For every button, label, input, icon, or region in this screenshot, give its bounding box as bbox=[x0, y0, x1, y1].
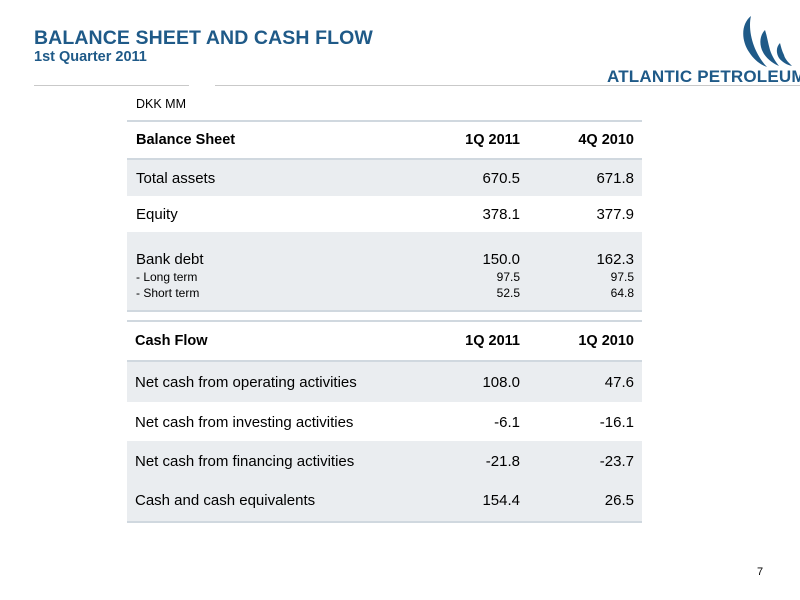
atlantic-petroleum-logo-icon bbox=[743, 16, 792, 67]
header-divider-left bbox=[34, 85, 189, 86]
table-row-bank-debt: Bank debt 150.0 162.3 - Long term 97.5 9… bbox=[127, 232, 642, 312]
sub-row-label: - Long term bbox=[136, 270, 198, 284]
table-row: Net cash from financing activities -21.8… bbox=[127, 441, 642, 521]
header-divider-right bbox=[215, 85, 800, 86]
column-header: 1Q 2011 bbox=[465, 333, 520, 349]
cell-value: 154.4 bbox=[482, 492, 520, 509]
page-subtitle: 1st Quarter 2011 bbox=[34, 49, 147, 65]
balance-sheet-table: Balance Sheet 1Q 2011 4Q 2010 Total asse… bbox=[127, 120, 642, 312]
sub-cell-value: 52.5 bbox=[496, 286, 520, 300]
cell-value: -21.8 bbox=[485, 453, 520, 470]
column-header: Balance Sheet bbox=[136, 132, 236, 148]
table-header-row: Balance Sheet 1Q 2011 4Q 2010 bbox=[127, 120, 642, 160]
row-label: Cash and cash equivalents bbox=[135, 492, 316, 509]
table-row: Net cash from operating activities 108.0… bbox=[127, 362, 642, 402]
row-label: Net cash from investing activities bbox=[135, 414, 354, 431]
sub-row-label: - Short term bbox=[136, 286, 200, 300]
column-header: Cash Flow bbox=[135, 333, 208, 349]
sub-cell-value: 64.8 bbox=[610, 286, 634, 300]
company-logo-text: ATLANTIC PETROLEUM bbox=[607, 67, 800, 86]
cell-value: -16.1 bbox=[599, 414, 634, 431]
row-label: Net cash from operating activities bbox=[135, 374, 357, 391]
cash-flow-table: Cash Flow 1Q 2011 1Q 2010 Net cash from … bbox=[127, 320, 642, 523]
cell-value: 108.0 bbox=[482, 374, 520, 391]
table-header-row: Cash Flow 1Q 2011 1Q 2010 bbox=[127, 320, 642, 362]
row-label: Bank debt bbox=[136, 251, 204, 268]
sub-cell-value: 97.5 bbox=[496, 270, 520, 284]
row-label: Net cash from financing activities bbox=[135, 453, 355, 470]
cell-value: 150.0 bbox=[482, 251, 520, 268]
row-label: Equity bbox=[136, 206, 178, 223]
cell-value: 162.3 bbox=[596, 251, 634, 268]
page-number: 7 bbox=[757, 566, 764, 578]
table-row: Total assets 670.5 671.8 bbox=[127, 160, 642, 196]
cell-value: 47.6 bbox=[604, 374, 634, 391]
column-header: 4Q 2010 bbox=[578, 132, 634, 148]
table-row: Equity 378.1 377.9 bbox=[127, 196, 642, 232]
table-row: Net cash from investing activities -6.1 … bbox=[127, 402, 642, 441]
table-bottom-rule bbox=[127, 521, 642, 523]
cell-value: 26.5 bbox=[604, 492, 634, 509]
cell-value: -6.1 bbox=[494, 414, 520, 431]
row-label: Total assets bbox=[136, 170, 216, 187]
page-title: BALANCE SHEET AND CASH FLOW bbox=[34, 27, 373, 49]
unit-label: DKK MM bbox=[136, 97, 186, 111]
column-header: 1Q 2010 bbox=[578, 333, 634, 349]
cell-value: 378.1 bbox=[482, 206, 520, 223]
sub-cell-value: 97.5 bbox=[610, 270, 634, 284]
cell-value: 671.8 bbox=[596, 170, 634, 187]
cell-value: 377.9 bbox=[596, 206, 634, 223]
cell-value: 670.5 bbox=[482, 170, 520, 187]
cell-value: -23.7 bbox=[599, 453, 634, 470]
column-header: 1Q 2011 bbox=[465, 132, 520, 148]
